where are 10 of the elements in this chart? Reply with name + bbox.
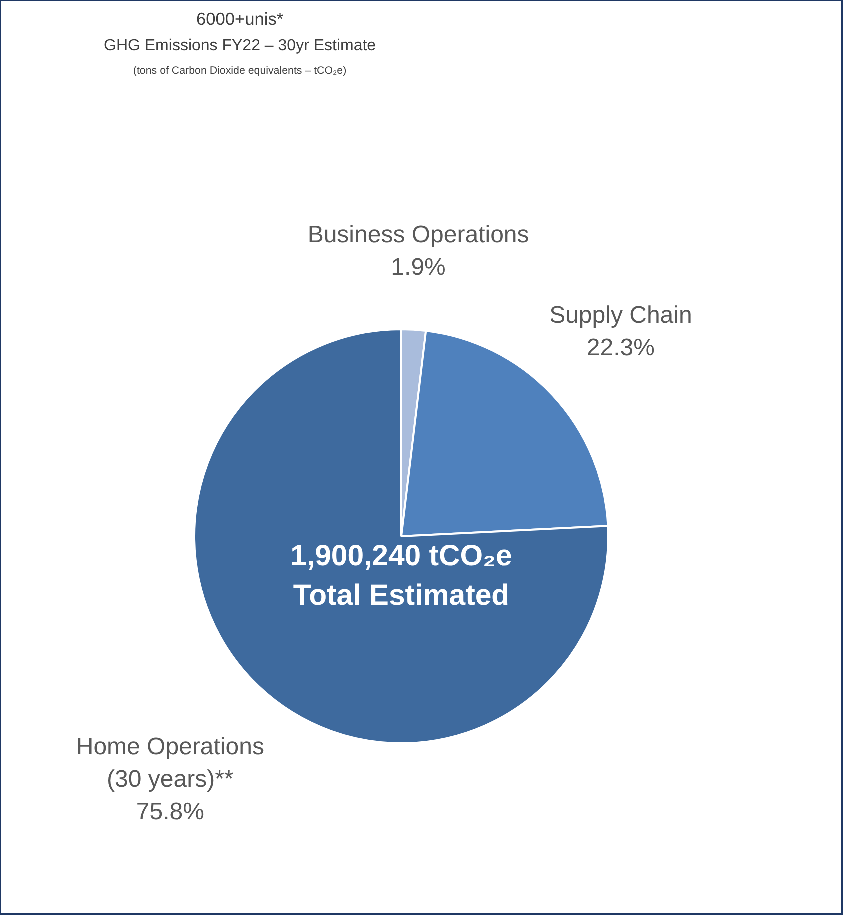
data-label: 1.9% bbox=[391, 254, 446, 282]
text: (tons of Carbon Dioxide equivalents – tCO₂e) bbox=[133, 64, 347, 77]
chart-subtitle: GHG Emissions FY22 – 30yr Estimate bbox=[104, 37, 376, 54]
slice-label: Home Operations (30 years)** bbox=[76, 734, 264, 794]
data-label: 22.3% bbox=[586, 334, 655, 362]
slice-label: Business Operations bbox=[308, 222, 530, 249]
text: 1,900,240 tCO₂e Total Estimated bbox=[290, 540, 512, 612]
chart-title: 6000+unis* bbox=[196, 9, 284, 29]
data-label: 75.8% bbox=[136, 798, 204, 826]
slice-label: Supply Chain bbox=[550, 302, 692, 330]
